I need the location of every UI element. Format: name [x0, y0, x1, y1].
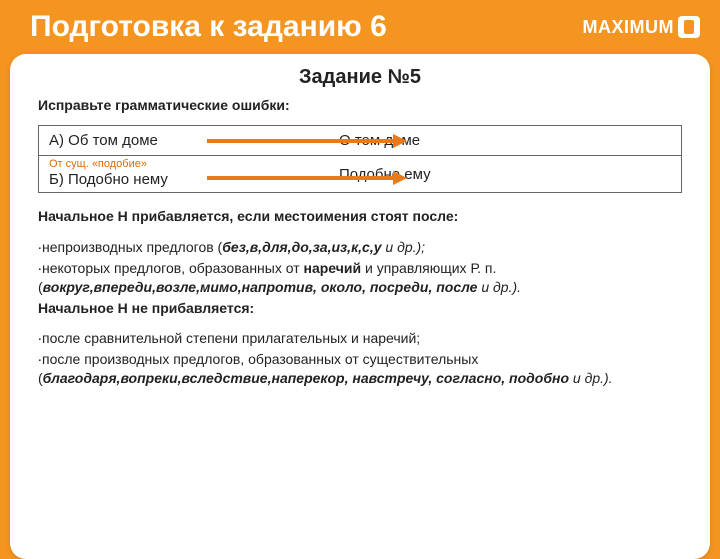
- correction-table: А) Об том доме О том доме От сущ. «подоб…: [38, 125, 682, 193]
- bullet-text: после сравнительной степени прилагательн…: [42, 330, 420, 346]
- arrow-icon: [207, 134, 407, 148]
- rule-bullet: после производных предлогов, образованны…: [38, 350, 682, 388]
- bullet-bold: благодаря,вопреки,вследствие,наперекор, …: [43, 370, 569, 386]
- brand-logo: MAXIMUM: [583, 16, 701, 38]
- content-card: Задание №5 Исправьте грамматические ошиб…: [10, 54, 710, 559]
- bullet-text-pre: непроизводных предлогов (: [42, 239, 222, 255]
- logo-badge-icon: [678, 16, 700, 38]
- row-annotation: От сущ. «подобие»: [49, 158, 319, 170]
- task-title: Задание №5: [38, 66, 682, 89]
- rule-bullet: после сравнительной степени прилагательн…: [38, 329, 682, 348]
- bullet-bold-inline: наречий: [304, 260, 362, 276]
- bullet-bold: без,в,для,до,за,из,к,с,у: [222, 239, 381, 255]
- bullet-text-post: и др.).: [477, 279, 521, 295]
- logo-text: MAXIMUM: [583, 17, 675, 38]
- rules-section: Начальное Н прибавляется, если местоимен…: [38, 207, 682, 388]
- rule-bullet: некоторых предлогов, образованных от нар…: [38, 259, 682, 297]
- arrow-icon: [207, 171, 407, 185]
- rules-heading-2: Начальное Н не прибавляется:: [38, 299, 682, 318]
- page-title: Подготовка к заданию 6: [30, 10, 387, 44]
- row-left-text: Б) Подобно нему: [49, 171, 168, 188]
- bullet-bold: вокруг,впереди,возле,мимо,напротив, окол…: [43, 279, 478, 295]
- bullet-text-post: и др.);: [382, 239, 426, 255]
- rule-bullet: непроизводных предлогов (без,в,для,до,за…: [38, 238, 682, 257]
- header-bar: Подготовка к заданию 6 MAXIMUM: [0, 0, 720, 49]
- table-row: От сущ. «подобие» Б) Подобно нему Подобн…: [39, 155, 681, 192]
- table-row: А) Об том доме О том доме: [39, 126, 681, 155]
- rules-heading-1: Начальное Н прибавляется, если местоимен…: [38, 207, 682, 226]
- bullet-text-post: и др.).: [569, 370, 613, 386]
- bullet-text-pre: некоторых предлогов, образованных от: [42, 260, 304, 276]
- instruction-text: Исправьте грамматические ошибки:: [38, 97, 682, 113]
